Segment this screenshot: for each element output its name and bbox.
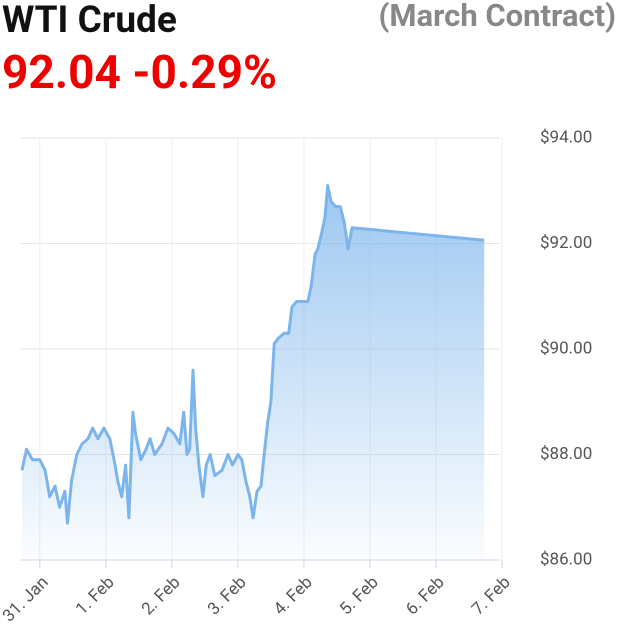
x-tick-label: 3. Feb [204, 573, 251, 620]
y-tick-label: $86.00 [540, 549, 592, 569]
y-tick-label: $88.00 [540, 444, 592, 464]
price-line [20, 184, 485, 525]
x-tick-label: 1. Feb [72, 573, 119, 620]
price-change: 92.04 -0.29% [2, 46, 277, 100]
x-tick-label: 7. Feb [468, 573, 515, 620]
y-tick-label: $90.00 [540, 338, 592, 358]
area-fill [22, 185, 485, 560]
chart-title: WTI Crude [2, 0, 177, 42]
change: -0.29% [132, 46, 277, 100]
x-tick-label: 2. Feb [138, 573, 185, 620]
x-tick-label: 5. Feb [336, 573, 383, 620]
y-tick-label: $94.00 [540, 127, 592, 147]
y-tick-label: $92.00 [540, 233, 592, 253]
x-tick-label: 31. Jan [0, 573, 53, 627]
chart-subtitle: (March Contract) [379, 0, 616, 34]
x-tick-label: 4. Feb [270, 573, 317, 620]
price: 92.04 [2, 46, 121, 100]
x-tick-label: 6. Feb [402, 573, 449, 620]
